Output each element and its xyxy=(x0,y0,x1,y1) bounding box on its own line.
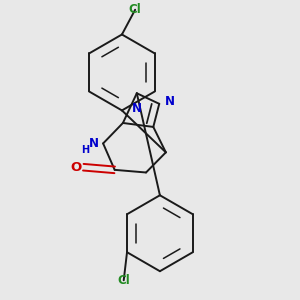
Text: H: H xyxy=(81,145,89,155)
Text: Cl: Cl xyxy=(117,274,130,287)
Text: N: N xyxy=(132,103,142,116)
Text: O: O xyxy=(70,161,82,174)
Text: N: N xyxy=(165,95,175,108)
Text: N: N xyxy=(89,137,99,150)
Text: Cl: Cl xyxy=(129,3,142,16)
